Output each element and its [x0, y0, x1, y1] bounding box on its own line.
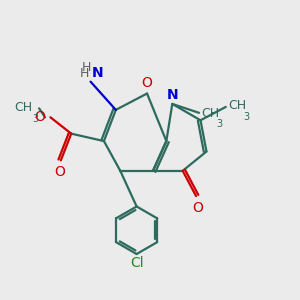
Text: 3: 3 [32, 114, 38, 124]
Text: O: O [34, 110, 45, 124]
Text: CH: CH [14, 101, 33, 114]
Text: 3: 3 [243, 112, 249, 122]
Text: CH: CH [201, 107, 220, 120]
Text: O: O [142, 76, 152, 90]
Text: H: H [79, 67, 89, 80]
Text: N: N [91, 66, 103, 80]
Text: O: O [54, 165, 65, 179]
Text: N: N [167, 88, 178, 102]
Text: O: O [192, 200, 203, 214]
Text: Cl: Cl [130, 256, 143, 270]
Text: 3: 3 [216, 119, 222, 129]
Text: H: H [81, 61, 91, 74]
Text: CH: CH [228, 99, 246, 112]
